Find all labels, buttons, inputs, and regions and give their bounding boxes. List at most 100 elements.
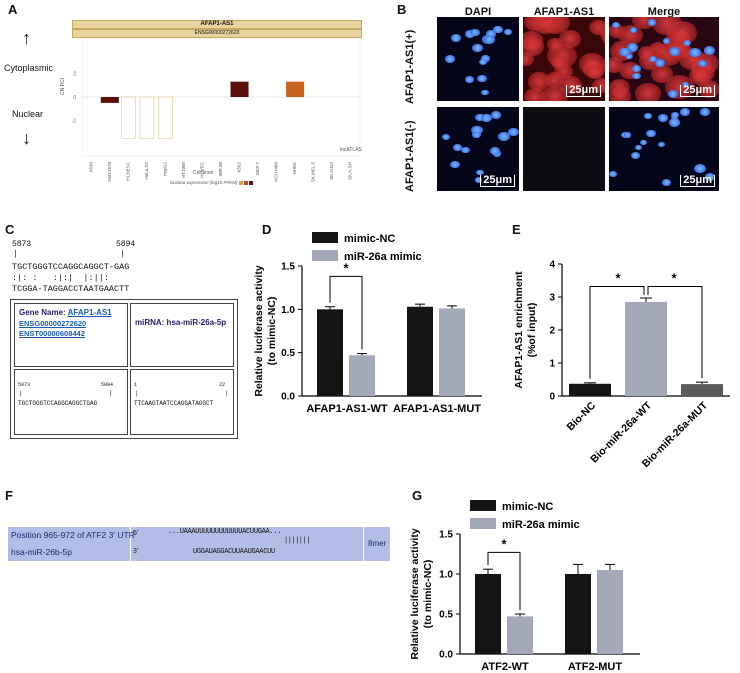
nucleus — [630, 27, 638, 33]
nucleus — [632, 72, 641, 80]
a-xtick: SK.N.SH — [348, 162, 353, 180]
micrograph-afap-neg — [523, 107, 605, 191]
panel-a-legend-text: Nuclear expression (log10 FPKM) — [170, 180, 238, 185]
bar-ATF2-WT-1 — [507, 616, 533, 654]
bar-AFAP1-AS1-MUT-0 — [407, 306, 433, 396]
significance-bracket-2 — [647, 285, 703, 379]
y-axis-label: (%of input) — [526, 303, 538, 358]
nucleus — [654, 59, 666, 68]
legend-label-0: mimic-NC — [344, 233, 395, 245]
a-bar-HeLa.S3 — [139, 96, 155, 139]
significance-bracket-1 — [589, 285, 645, 379]
nucleus — [649, 55, 658, 62]
c-box-seq-left: TGCTGGGTCCAGGCAGGCTGAG — [18, 400, 98, 407]
y-axis-label: (to mimic-NC) — [422, 560, 434, 629]
panel-g-chart: mimic-NC miR-26a mimic 0.0 0.5 1.0 1.5 Relativ… — [409, 500, 640, 673]
arrow-up-icon: ↑ — [22, 28, 31, 48]
cytoplasm-signal — [585, 64, 604, 80]
nucleus — [493, 25, 503, 33]
legend-label-1: miR-26a mimic — [344, 251, 422, 263]
legend-swatch-0 — [312, 232, 338, 243]
nucleus — [619, 47, 631, 57]
a-xtick: A549 — [88, 162, 93, 173]
c-tick-left: | — [13, 250, 18, 259]
nucleus — [625, 53, 633, 60]
y-tick-label: 2 — [549, 326, 555, 337]
nucleus — [472, 43, 484, 52]
nucleus — [475, 113, 486, 122]
f-seq-top: ...UAAAUUUUUUUUUUUUACUUGAA... — [168, 528, 282, 536]
nucleus — [470, 28, 480, 36]
nucleus — [474, 177, 483, 183]
c-seq-box-right: 1 22 | | TTCAAGTAATCCAGGATAGGCT — [130, 369, 234, 435]
cytoplasm-signal — [689, 66, 712, 85]
panel-a-title: AFAP1-AS1 — [72, 20, 362, 29]
cytoplasm-signal — [527, 72, 551, 91]
header-afap1: AFAP1-AS1 — [533, 6, 595, 18]
x-tick-label: AFAP1-AS1-WT — [306, 403, 388, 415]
nucleus — [450, 34, 461, 42]
micrograph-dapi-neg: 25μm — [437, 107, 519, 191]
cytoplasm-signal — [602, 55, 605, 74]
panel-a-ylabel: CN RCI — [60, 77, 66, 95]
y-axis-label: Relative luciferase activity — [253, 265, 265, 396]
micrograph-merge-pos: 25μm — [609, 17, 719, 101]
nucleus — [634, 144, 642, 151]
nucleus — [623, 132, 632, 138]
c-outer-box — [10, 299, 238, 439]
significance-star: * — [343, 260, 349, 275]
cytoplasm-signal — [541, 85, 568, 101]
f-seq-bg — [130, 527, 363, 561]
scale-bar: 25μm — [680, 85, 715, 97]
legend-label-0: mimic-NC — [502, 501, 553, 513]
significance-star-1: * — [615, 270, 621, 285]
a-xtick: HepG2 — [162, 162, 167, 177]
c-box-pos-right-end: 22 — [219, 382, 226, 388]
nucleus — [484, 34, 496, 44]
a-xtick: H1.hESC — [125, 161, 130, 181]
a-bar-K562 — [230, 81, 249, 97]
c-tick-right: | — [120, 250, 125, 259]
panel-a-subtitle: ENSG00000272620 — [72, 29, 362, 38]
y-tick-label: 1.5 — [439, 530, 453, 541]
c-gene-link[interactable]: AFAP1-AS1 — [67, 308, 112, 317]
c-seq-bottom: TCGGA-TAGGACCTAATGAACTT — [12, 284, 130, 294]
nucleus — [668, 117, 681, 127]
f-site-bg — [363, 527, 390, 561]
cytoplasmic-label: Cytoplasmic — [4, 63, 54, 73]
nucleus — [658, 114, 669, 122]
nucleus — [444, 54, 455, 63]
nucleus — [478, 58, 487, 65]
c-pos-end: 5894 — [116, 240, 136, 249]
nucleus — [504, 29, 513, 36]
legend-swatch-light — [238, 180, 243, 185]
panel-a-legend: Nuclear expression (log10 FPKM) — [170, 180, 254, 185]
y-axis-label: AFAP1-AS1 enrichment — [513, 271, 525, 389]
y-tick-label: 1.5 — [281, 262, 295, 273]
legend-swatch-1 — [312, 250, 338, 261]
y-tick-label: 0.0 — [281, 392, 295, 403]
c-gene-id-2[interactable]: ENST00000608442 — [19, 329, 85, 338]
c-box-pos-end: 5894 — [101, 382, 114, 388]
nucleus — [442, 133, 451, 140]
c-gene-label: Gene Name: — [19, 308, 66, 317]
significance-bracket — [487, 551, 521, 610]
c-gene-id-1[interactable]: ENSG00000272620 — [19, 319, 87, 328]
c-seq-bonds: :|: : :|:| |:||: — [12, 273, 109, 283]
cytoplasm-signal — [652, 17, 682, 36]
cytoplasm-signal — [599, 20, 605, 43]
row-label-negative: AFAP1-AS1(-) — [404, 120, 416, 192]
scale-bar: 25μm — [480, 175, 515, 187]
y-tick-label: 1.0 — [439, 570, 453, 581]
x-tick-label: ATF2-MUT — [568, 661, 622, 673]
cytoplasm-signal — [558, 30, 582, 48]
nucleus — [667, 90, 679, 99]
nucleus — [491, 110, 502, 119]
header-merge: Merge — [647, 6, 681, 18]
panel-d-chart: mimic-NC miR-26a mimic 0.0 0.5 1.0 1.5 Relativ… — [253, 232, 482, 415]
nucleus — [476, 169, 484, 176]
legend-label-1: miR-26a mimic — [502, 519, 580, 531]
nucleus — [682, 40, 692, 47]
a-bar-HepG2 — [158, 96, 173, 139]
nucleus — [611, 21, 621, 29]
